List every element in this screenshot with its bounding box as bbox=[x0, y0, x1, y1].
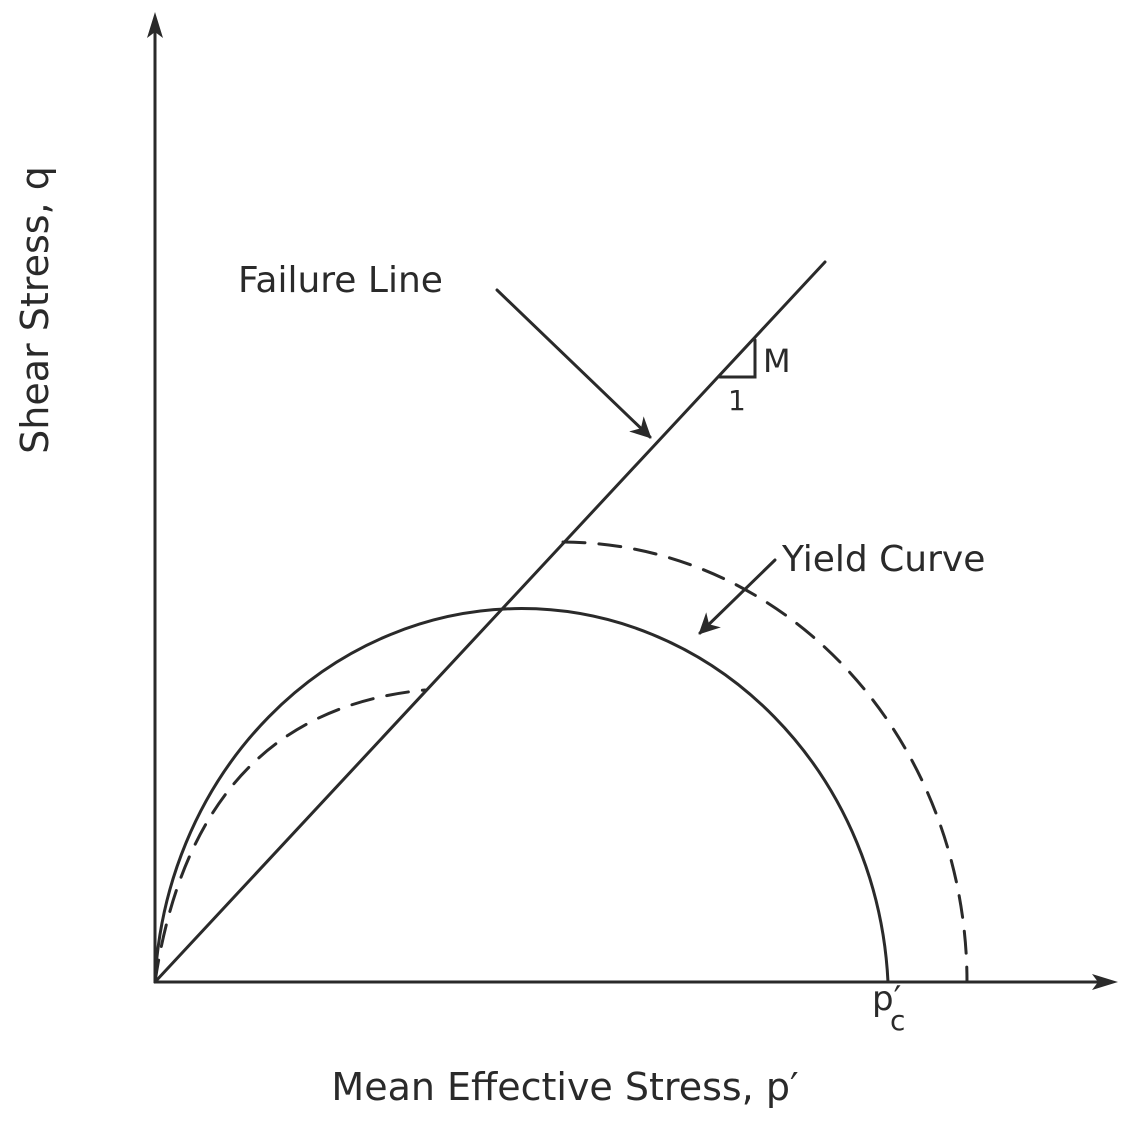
failure-line bbox=[153, 260, 827, 984]
yield-curve-dashed bbox=[561, 540, 969, 984]
failure-leader bbox=[495, 288, 652, 439]
pc-label: p′ bbox=[872, 979, 901, 1019]
yield-curve-dashed-left bbox=[153, 688, 427, 984]
yield-curve-label: Yield Curve bbox=[781, 539, 985, 580]
yield-curve bbox=[153, 607, 890, 984]
x-axis-arrow bbox=[1092, 974, 1118, 990]
slope-run: 1 bbox=[728, 384, 746, 417]
pc-subscript: c bbox=[890, 1004, 905, 1037]
y-axis-arrow bbox=[147, 12, 163, 38]
y-axis-label: Shear Stress, q bbox=[13, 166, 57, 454]
slope-triangle bbox=[718, 338, 757, 379]
yield-leader bbox=[698, 558, 777, 635]
x-axis-label: Mean Effective Stress, p′ bbox=[331, 1065, 798, 1109]
failure-line-label: Failure Line bbox=[238, 260, 443, 301]
slope-rise: M bbox=[763, 342, 791, 380]
